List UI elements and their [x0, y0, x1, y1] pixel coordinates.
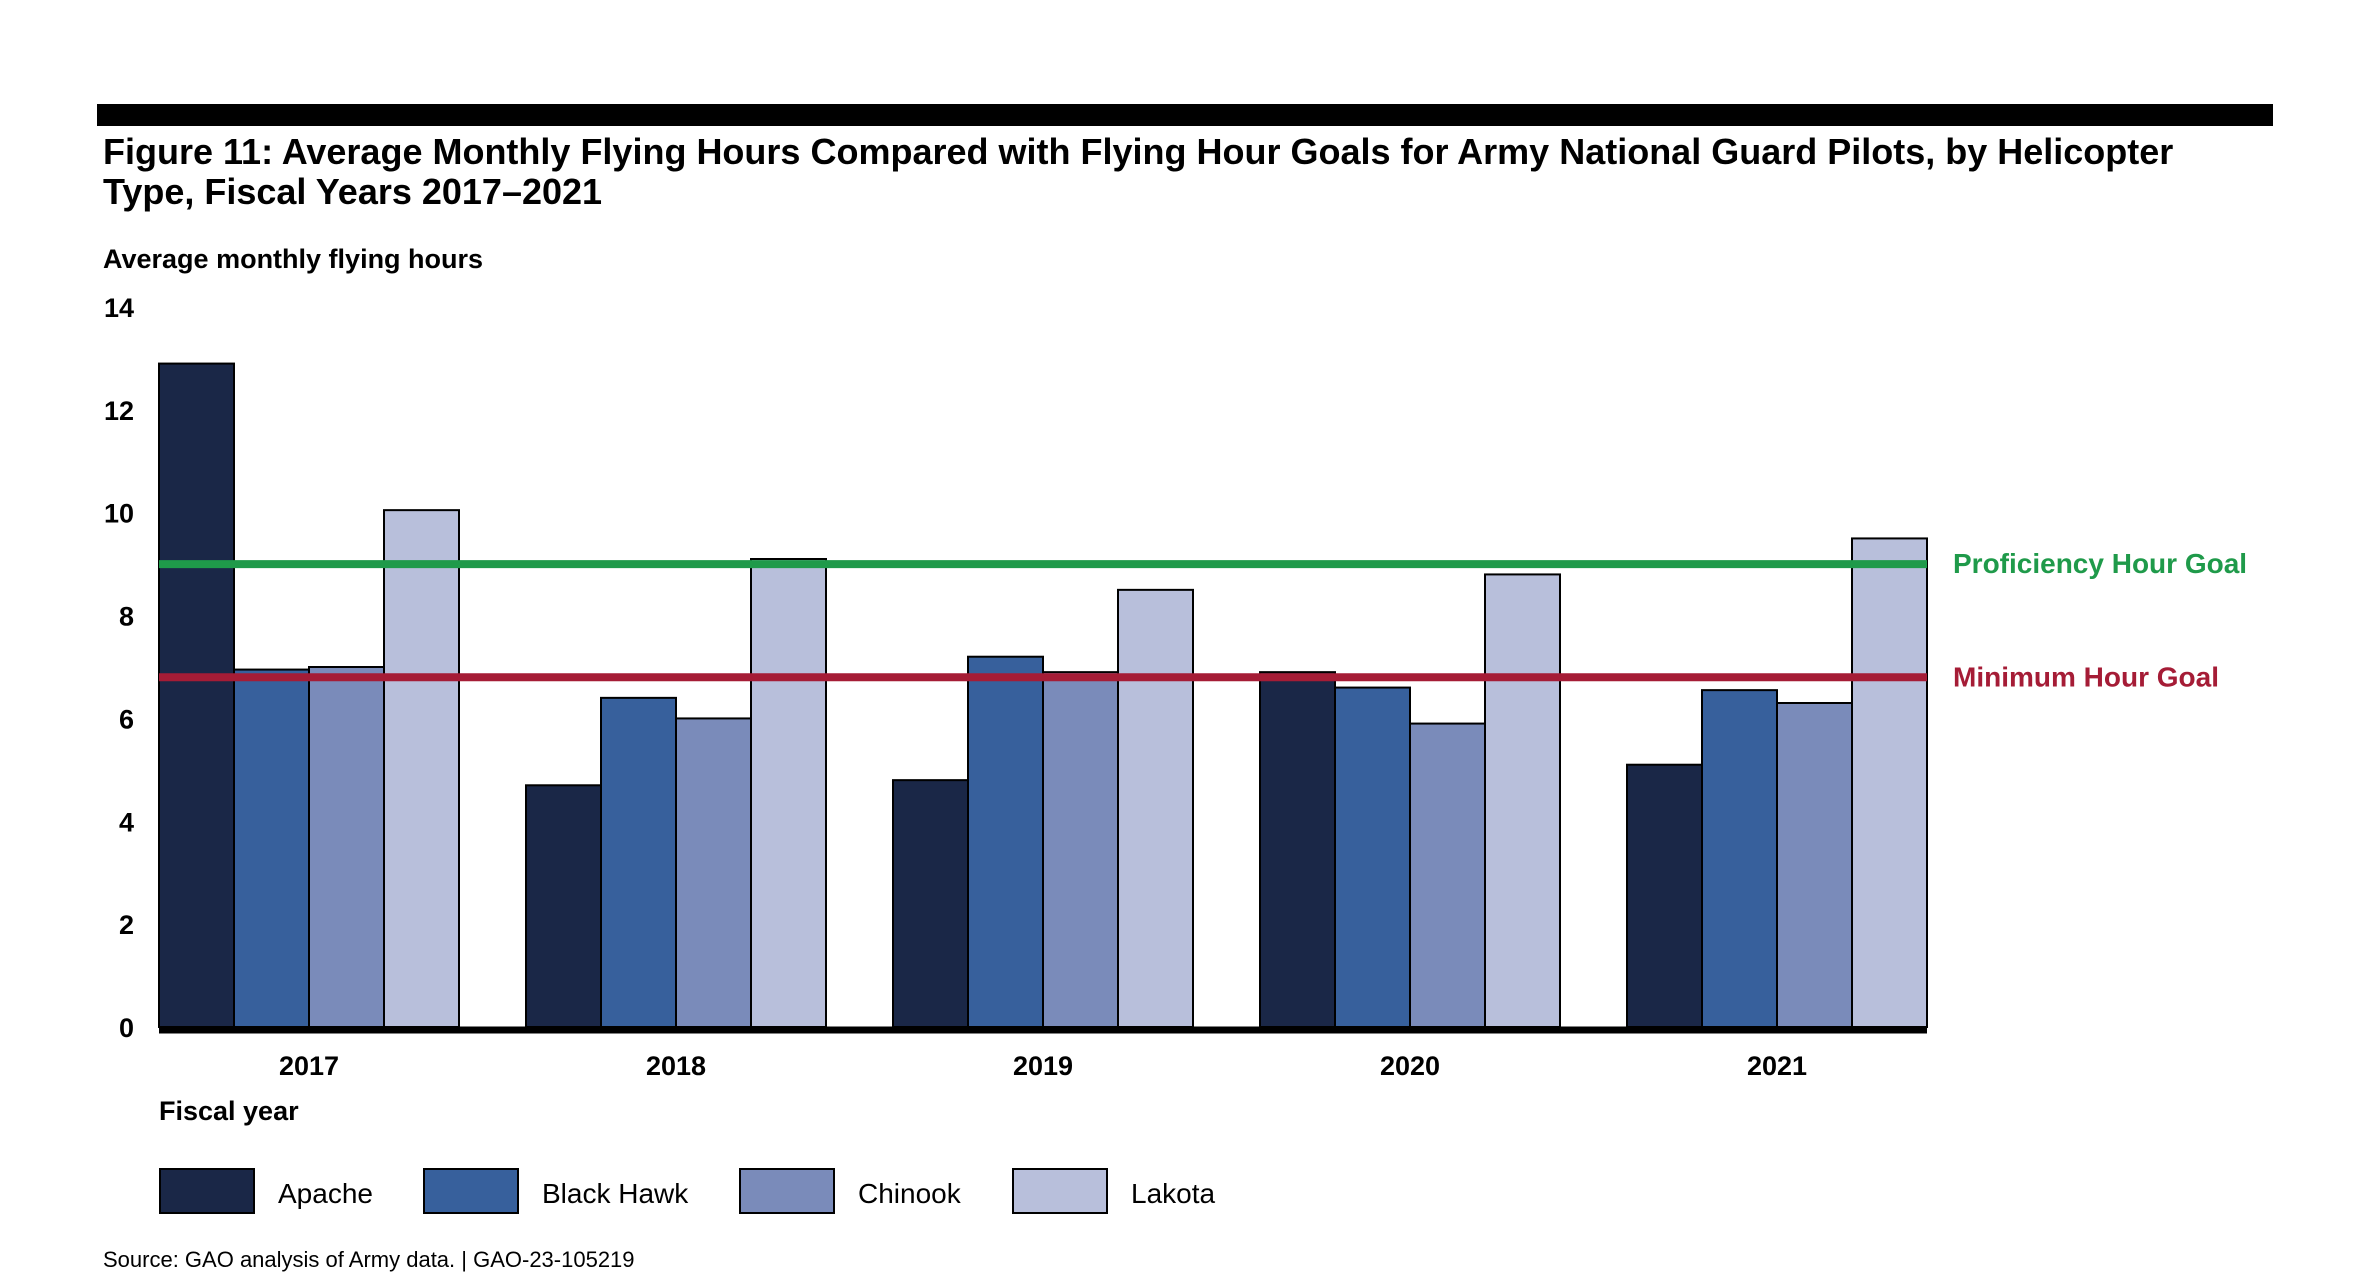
legend-label-chinook: Chinook	[858, 1178, 961, 1209]
bar-apache-2018	[525, 784, 602, 1028]
y-tick-label: 2	[119, 910, 134, 940]
source-note: Source: GAO analysis of Army data. | GAO…	[103, 1247, 635, 1272]
bar-lakota-2020	[1484, 573, 1561, 1029]
bar-lakota-2017	[383, 509, 460, 1028]
figure-title: Figure 11: Average Monthly Flying Hours …	[103, 131, 2174, 212]
legend-swatch-black-hawk	[423, 1168, 519, 1214]
legend-swatch-chinook	[739, 1168, 835, 1214]
legend-swatch-apache	[159, 1168, 255, 1214]
y-tick-label: 12	[104, 396, 134, 426]
bar-black-hawk-2017	[233, 668, 310, 1028]
bar-lakota-2018	[750, 558, 827, 1028]
bar-chinook-2018	[675, 717, 752, 1029]
bar-black-hawk-2018	[600, 696, 677, 1028]
bar-black-hawk-2021	[1701, 689, 1778, 1029]
bar-apache-2017	[158, 362, 235, 1029]
legend-swatch-lakota	[1012, 1168, 1108, 1214]
bar-lakota-2019	[1117, 588, 1194, 1028]
bar-chinook-2019	[1042, 671, 1119, 1029]
bar-lakota-2021	[1851, 537, 1928, 1029]
y-tick-label: 14	[104, 293, 134, 323]
bar-black-hawk-2020	[1334, 686, 1411, 1028]
y-tick-label: 6	[119, 704, 134, 734]
x-tick-label: 2019	[1013, 1051, 1073, 1081]
legend-label-black-hawk: Black Hawk	[542, 1178, 689, 1209]
bar-chinook-2021	[1776, 702, 1853, 1028]
title-rule	[97, 104, 2273, 126]
bar-apache-2020	[1259, 671, 1336, 1029]
legend-label-lakota: Lakota	[1131, 1178, 1216, 1209]
x-axis-label: Fiscal year	[159, 1096, 299, 1126]
proficiency-hour-goal-label: Proficiency Hour Goal	[1953, 548, 2247, 579]
y-axis-label: Average monthly flying hours	[103, 244, 484, 274]
legend-label-apache: Apache	[278, 1178, 373, 1209]
x-tick-label: 2017	[279, 1051, 339, 1081]
y-tick-label: 8	[119, 602, 134, 632]
bar-chinook-2017	[308, 666, 385, 1028]
y-tick-label: 0	[119, 1013, 134, 1043]
x-tick-label: 2018	[646, 1051, 706, 1081]
x-tick-label: 2021	[1747, 1051, 1807, 1081]
bar-black-hawk-2019	[967, 655, 1044, 1028]
bar-apache-2019	[892, 779, 969, 1029]
y-tick-label: 10	[104, 499, 134, 529]
x-tick-label: 2020	[1380, 1051, 1440, 1081]
bar-chinook-2020	[1409, 722, 1486, 1028]
y-tick-label: 4	[119, 807, 134, 837]
minimum-hour-goal-label: Minimum Hour Goal	[1953, 661, 2219, 692]
bar-apache-2021	[1626, 763, 1703, 1028]
